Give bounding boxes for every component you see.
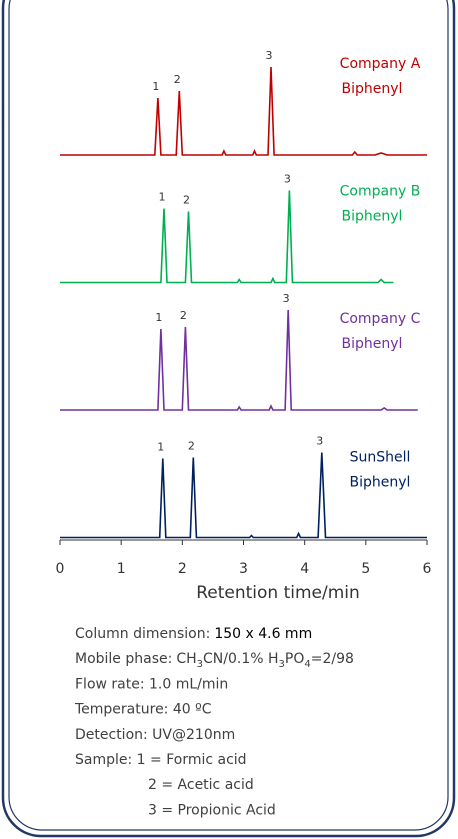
peak-label: 2 [180,309,187,322]
trace [60,66,427,156]
x-tick-label: 4 [300,561,309,577]
note-mobile-phase: Mobile phase: CH3CN/0.1% H3PO4=2/98 [75,651,354,670]
subscript: 3 [197,659,203,670]
x-tick-label: 0 [56,561,65,577]
peak-label: 2 [174,73,181,86]
peak-label: 2 [183,194,190,207]
legend-column: Biphenyl [342,81,403,97]
formula-part: PO [285,651,304,667]
formula-part: =2/98 [311,651,354,667]
formula-part: CH [176,651,196,667]
subscript: 3 [279,659,285,670]
note-column: Column dimension: 150 x 4.6 mm [75,626,312,642]
x-tick-label: 2 [178,561,187,577]
frame-inner [8,0,449,831]
x-axis-label: Retention time/min [196,583,360,603]
peak-label: 2 [188,440,195,453]
note-sample: 3 = Propionic Acid [148,802,276,818]
peak-label: 1 [158,191,165,204]
peak-label: 1 [152,80,159,93]
peak-label: 3 [283,292,290,305]
x-tick-label: 1 [117,561,126,577]
note-flow-rate: Flow rate: 1.0 mL/min [75,676,228,692]
trace [60,190,394,284]
legend-column: Biphenyl [350,475,411,491]
peak-label: 3 [316,435,323,448]
note-value: 150 x 4.6 mm [214,626,312,642]
legend-label: SunShell [350,450,411,466]
legend-label: Company A [340,56,421,72]
formula-part: CN/0.1% H [203,651,279,667]
peak-label: 1 [157,441,164,454]
trace [60,309,418,411]
x-tick-label: 5 [361,561,370,577]
note-temperature: Temperature: 40 ºC [74,702,212,718]
peak-label: 1 [155,311,162,324]
note-label: Mobile phase: [75,651,172,667]
legend-label: Company C [340,311,421,327]
note-sample: Sample: 1 = Formic acid [75,752,247,768]
peak-label: 3 [266,49,273,62]
legend-column: Biphenyl [342,209,403,225]
x-tick-label: 6 [423,561,432,577]
note-detection: Detection: UV@210nm [75,727,235,743]
x-tick-label: 3 [239,561,248,577]
peak-label: 3 [284,173,291,186]
trace [60,452,427,539]
legend-label: Company B [340,184,421,200]
legend-column: Biphenyl [342,336,403,352]
subscript: 4 [304,659,310,670]
note-sample: 2 = Acetic acid [148,777,254,793]
note-label: Column dimension: [75,626,210,642]
